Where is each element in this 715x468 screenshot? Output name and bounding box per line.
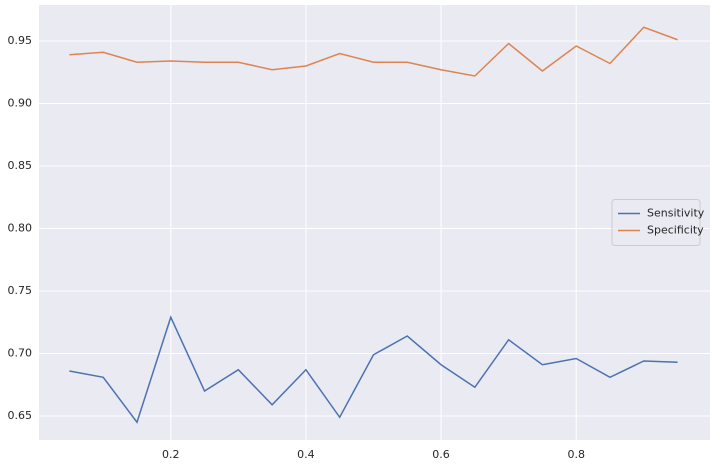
x-tick-label: 0.8	[567, 448, 585, 461]
y-tick-label: 0.90	[8, 97, 33, 110]
x-tick-label: 0.4	[297, 448, 315, 461]
y-tick-label: 0.80	[8, 222, 33, 235]
line-series	[69, 315, 678, 424]
plot-area	[39, 5, 710, 440]
legend-label: Sensitivity	[647, 207, 705, 220]
y-tick-label: 0.65	[8, 409, 33, 422]
y-tick-label: 0.85	[8, 159, 33, 172]
legend-label: Specificity	[647, 224, 704, 237]
legend-box	[611, 199, 701, 246]
line-series	[69, 26, 678, 77]
legend: Sensitivity Specificity	[611, 199, 705, 246]
x-tick-label: 0.6	[432, 448, 450, 461]
x-tick-label: 0.2	[162, 448, 180, 461]
y-tick-label: 0.75	[8, 284, 33, 297]
y-tick-label: 0.95	[8, 34, 33, 47]
y-tick-label: 0.70	[8, 347, 33, 360]
